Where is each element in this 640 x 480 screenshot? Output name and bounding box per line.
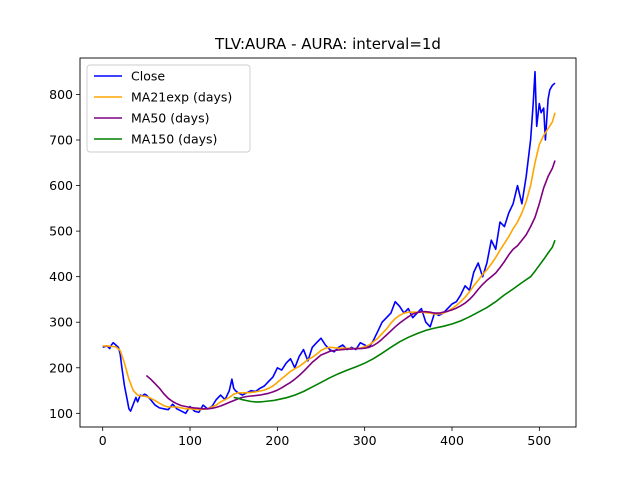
x-tick-label: 400 [440, 433, 464, 448]
legend-label-ma50-days: MA50 (days) [131, 111, 209, 126]
legend: Close MA21exp (days) MA50 (days) MA150 (day… [86, 64, 251, 153]
legend-label-ma21exp-days: MA21exp (days) [131, 90, 232, 105]
series-line-close [102, 70, 556, 415]
x-tick-label: 100 [178, 433, 202, 448]
series-line-ma150-days [233, 239, 556, 403]
y-tick-label: 600 [49, 178, 73, 193]
y-tick-label: 500 [49, 224, 73, 239]
x-tick-label: 0 [99, 433, 107, 448]
legend-box [86, 64, 251, 153]
chart-title: TLV:AURA - AURA: interval=1d [214, 35, 441, 53]
y-tick-label: 100 [49, 406, 73, 421]
x-tick-label: 500 [527, 433, 551, 448]
x-tick-label: 200 [265, 433, 289, 448]
y-axis: 100 200 300 400 500 600 700 800 [49, 87, 80, 421]
series-line-ma21exp-days [102, 112, 556, 411]
y-tick-label: 300 [49, 315, 73, 330]
y-tick-label: 400 [49, 269, 73, 284]
y-tick-label: 800 [49, 87, 73, 102]
series-layer [102, 70, 556, 415]
y-tick-label: 200 [49, 360, 73, 375]
y-tick-label: 700 [49, 133, 73, 148]
legend-label-ma150-days: MA150 (days) [131, 132, 217, 147]
x-axis: 0 100 200 300 400 500 [99, 427, 551, 448]
plot-frame [79, 57, 577, 428]
x-tick-label: 300 [353, 433, 377, 448]
legend-label-close: Close [131, 69, 165, 84]
series-line-ma50-days [145, 160, 556, 410]
